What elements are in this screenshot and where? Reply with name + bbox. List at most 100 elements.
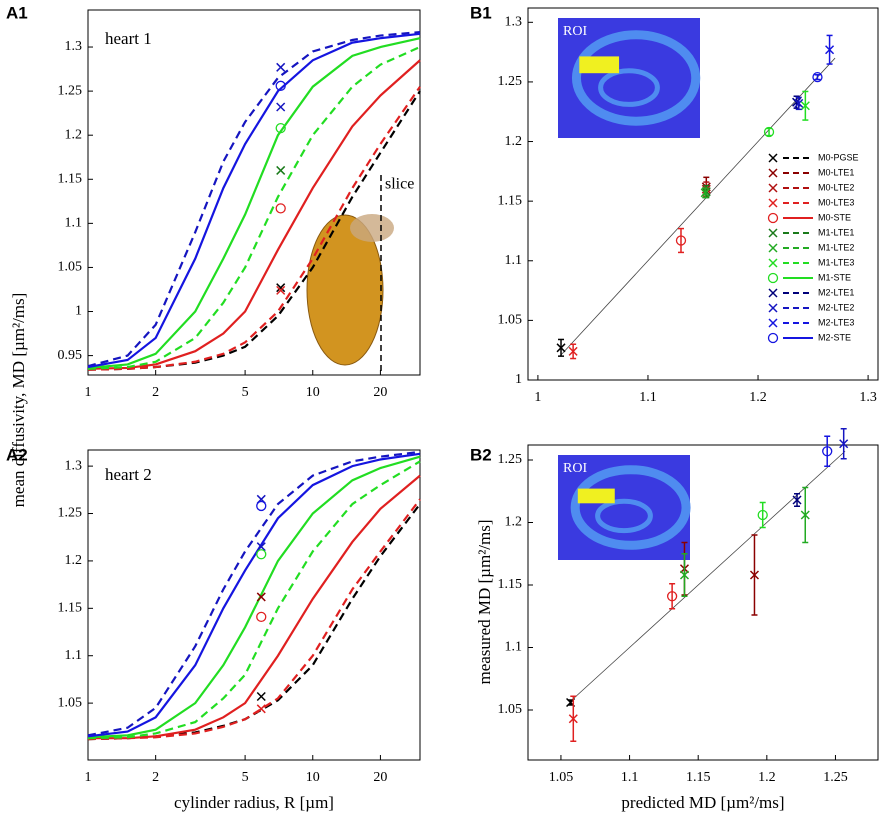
marker-stroke <box>256 691 266 702</box>
marker-cross <box>839 439 849 449</box>
inset-label: ROI <box>563 461 587 476</box>
marker-cross <box>256 691 266 702</box>
marker-circle <box>763 126 775 138</box>
error-bar <box>759 501 766 529</box>
marker-stroke <box>276 165 286 175</box>
x-tick-label: 1.05 <box>549 770 574 785</box>
marker-circle <box>275 203 286 214</box>
y-tick-label: 1.3 <box>65 39 83 54</box>
marker-circle <box>275 80 286 91</box>
legend-label: M1-LTE2 <box>818 242 854 252</box>
y-tick-label: 1.1 <box>505 640 523 655</box>
marker-stroke <box>700 188 710 198</box>
legend-marker <box>768 228 778 238</box>
y-tick-label: 0.95 <box>58 348 83 363</box>
y-axis-label: mean diffusivity, MD [µm²/ms] <box>9 293 28 508</box>
y-tick-label: 1.25 <box>498 452 523 467</box>
x-tick-label: 1.2 <box>758 770 776 785</box>
legend-label: M2-LTE2 <box>818 302 854 312</box>
y-tick-label: 1.2 <box>65 553 83 568</box>
marker-cross <box>749 570 760 580</box>
marker-cross <box>700 188 710 198</box>
marker-stroke <box>256 542 266 552</box>
marker-stroke <box>768 288 778 298</box>
legend-label: M1-LTE3 <box>818 257 854 267</box>
legend-label: M0-LTE1 <box>818 167 854 177</box>
legend-marker <box>768 303 778 313</box>
legend-marker <box>768 198 778 208</box>
panel-label: A2 <box>6 445 28 464</box>
marker-cross <box>568 714 578 724</box>
y-tick-label: 1.05 <box>58 695 83 710</box>
x-tick-label: 1 <box>85 770 92 785</box>
y-tick-label: 1.25 <box>58 83 83 98</box>
panel-label: B1 <box>470 3 492 22</box>
marker-cross <box>556 343 566 353</box>
marker-stroke <box>768 198 778 208</box>
marker-stroke <box>276 283 286 293</box>
marker-cross <box>800 101 810 111</box>
marker-stroke <box>256 704 266 714</box>
legend-marker <box>768 183 778 193</box>
marker-stroke <box>792 495 802 505</box>
error-bar <box>677 227 684 254</box>
y-tick-label: 1 <box>75 304 82 319</box>
marker-cross <box>276 283 286 293</box>
x-tick-label: 2 <box>152 385 159 400</box>
y-tick-label: 1.25 <box>58 506 83 521</box>
marker-circle <box>256 611 267 623</box>
heart-vessels <box>350 214 394 242</box>
legend-marker <box>768 288 778 298</box>
plot-frame <box>87 449 421 761</box>
marker-stroke <box>768 318 778 328</box>
marker-stroke <box>256 592 266 602</box>
marker-stroke <box>276 62 286 72</box>
x-tick-label: 1.3 <box>859 390 877 405</box>
marker-stroke <box>556 343 566 353</box>
marker-stroke <box>800 101 810 111</box>
inset-label: ROI <box>563 24 587 39</box>
marker-circle <box>275 122 286 134</box>
heart-image <box>306 214 384 366</box>
marker-circle <box>256 549 267 560</box>
marker-cross <box>276 62 286 72</box>
marker-cross <box>276 285 286 295</box>
marker-stroke <box>794 98 804 108</box>
y-tick-label: 1.05 <box>498 702 523 717</box>
marker-cross <box>568 346 578 356</box>
x-axis-label: cylinder radius, R [µm] <box>174 793 334 812</box>
roi-region <box>579 56 620 74</box>
y-axis-label: measured MD [µm²/ms] <box>475 519 494 684</box>
marker-cross <box>825 45 835 55</box>
error-bar <box>814 74 821 81</box>
y-tick-label: 1.2 <box>505 515 523 530</box>
legend-marker <box>767 272 779 284</box>
marker-stroke <box>768 183 778 193</box>
marker-stroke <box>839 439 849 449</box>
marker-cross <box>276 165 286 175</box>
legend-marker <box>768 168 778 178</box>
legend-marker <box>767 332 779 344</box>
curve <box>87 59 421 370</box>
marker-circle <box>675 235 687 246</box>
y-tick-label: 1.15 <box>58 601 83 616</box>
marker-circle <box>666 591 678 602</box>
x-tick-label: 1.25 <box>823 770 848 785</box>
legend-label: M0-LTE3 <box>818 197 854 207</box>
x-tick-label: 1.1 <box>639 390 657 405</box>
legend-label: M2-LTE3 <box>818 317 854 327</box>
y-tick-label: 1.05 <box>498 313 523 328</box>
x-tick-label: 10 <box>306 385 320 400</box>
annotation: heart 1 <box>105 29 152 48</box>
curve <box>87 460 421 740</box>
legend-label: M0-LTE2 <box>818 182 854 192</box>
y-tick-label: 1.15 <box>498 193 523 208</box>
marker-cross <box>256 592 266 602</box>
y-tick-label: 1.2 <box>505 134 523 149</box>
x-tick-label: 1.15 <box>686 770 711 785</box>
legend-label: M0-PGSE <box>818 152 859 162</box>
marker-cross <box>256 704 266 714</box>
plot-frame <box>527 444 879 761</box>
marker-stroke <box>768 228 778 238</box>
